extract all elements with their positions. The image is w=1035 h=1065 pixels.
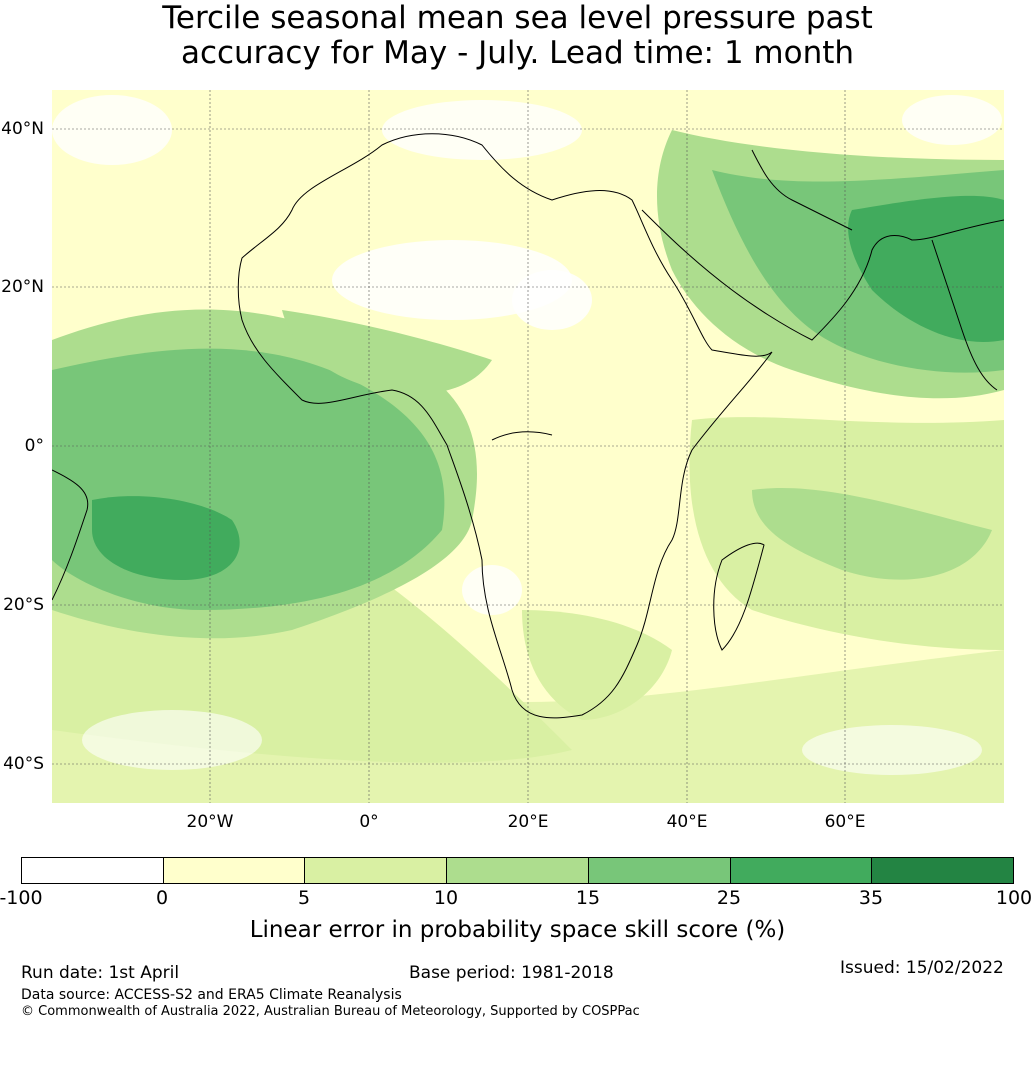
colorbar-tick: 5: [297, 887, 311, 909]
colorbar-bin-10-15: [447, 858, 589, 883]
colorbar-tick: 35: [858, 887, 884, 909]
copyright: © Commonwealth of Australia 2022, Austra…: [21, 1004, 640, 1019]
map-title-line1: Tercile seasonal mean sea level pressure…: [162, 0, 873, 36]
colorbar-bin-0-5: [163, 858, 306, 883]
lat-label-40s: 40°S: [3, 754, 44, 774]
colorbar-tick: 25: [716, 887, 742, 909]
lat-label-20n: 20°N: [1, 277, 44, 297]
lat-label-40n: 40°N: [1, 119, 44, 139]
lat-label-20s: 20°S: [3, 595, 44, 615]
lon-label-0: 0°: [359, 812, 379, 832]
colorbar-bin-15-25: [588, 858, 731, 883]
map-title-line2: accuracy for May - July. Lead time: 1 mo…: [180, 35, 855, 71]
colorbar-tick: -100: [0, 887, 43, 909]
lon-label-40e: 40°E: [666, 812, 708, 832]
colorbar-tick: 15: [575, 887, 601, 909]
colorbar-bin-25-35: [730, 858, 873, 883]
colorbar-tick: 100: [995, 887, 1033, 909]
colorbar-bin-5-10: [305, 858, 448, 883]
lon-label-20e: 20°E: [507, 812, 549, 832]
colorbar-title: Linear error in probability space skill …: [249, 917, 786, 943]
lon-label-20w: 20°W: [186, 812, 234, 832]
lat-label-0: 0°: [24, 436, 44, 456]
run-date: Run date: 1st April: [21, 963, 180, 983]
skill-map: [52, 90, 1004, 803]
skill-map-svg: [52, 90, 1004, 803]
colorbar: [21, 857, 1014, 884]
data-source: Data source: ACCESS-S2 and ERA5 Climate …: [21, 987, 402, 1003]
colorbar-bin-neg100-0: [22, 858, 164, 883]
issued-date: Issued: 15/02/2022: [840, 958, 1004, 978]
colorbar-tick: 0: [155, 887, 169, 909]
lon-label-60e: 60°E: [824, 812, 866, 832]
graticule: [52, 90, 1004, 803]
colorbar-tick: 10: [433, 887, 459, 909]
base-period: Base period: 1981-2018: [409, 963, 614, 983]
colorbar-bin-35-100: [872, 858, 1014, 883]
coastline: [52, 133, 1004, 719]
